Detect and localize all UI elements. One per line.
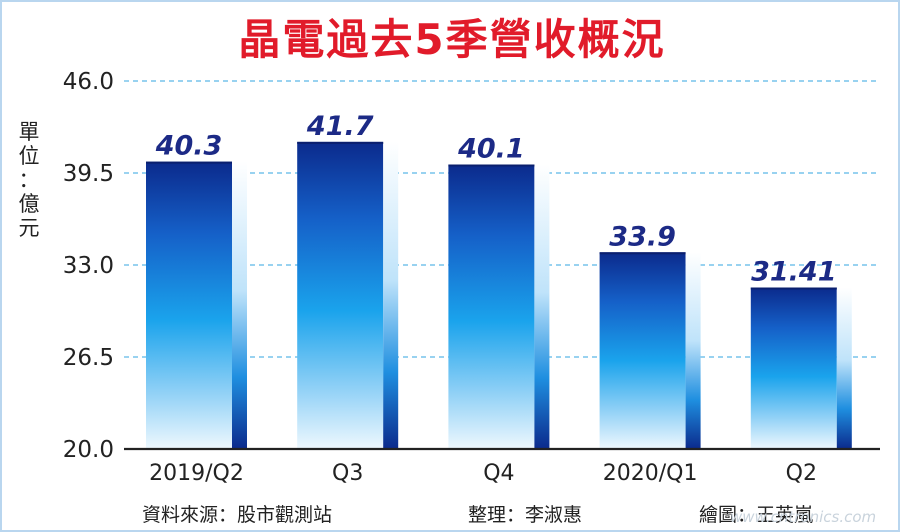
footer-source: 資料來源：股市觀測站 — [142, 504, 333, 526]
bar-side — [383, 141, 399, 449]
unit-char: 億 — [18, 192, 40, 216]
bar — [297, 141, 384, 449]
x-tick-label: Q4 — [483, 461, 514, 486]
chart-title: 晶電過去5季營收概況 — [238, 15, 666, 64]
unit-char: 元 — [18, 216, 40, 240]
y-tick-label: 26.5 — [63, 345, 114, 371]
bar-side — [232, 161, 247, 449]
bar — [146, 161, 232, 449]
bar-side — [534, 164, 550, 449]
footer-editor: 整理：李淑惠 — [468, 504, 583, 526]
bar-side — [836, 287, 852, 449]
unit-char: ： — [18, 168, 40, 192]
bar-value-label: 41.7 — [306, 111, 374, 142]
bar — [599, 252, 686, 449]
x-tick-label: Q3 — [332, 461, 363, 486]
y-tick-label: 39.5 — [63, 161, 114, 187]
bar-side — [685, 252, 701, 449]
bar-value-label: 40.3 — [155, 131, 223, 162]
bar-value-label: 40.1 — [457, 134, 525, 165]
footer-artist: 繪圖：王英嵐 — [699, 504, 814, 526]
y-tick-label: 20.0 — [63, 437, 114, 463]
x-tick-label: 2020/Q1 — [603, 461, 698, 486]
y-tick-label: 46.0 — [63, 69, 114, 95]
bar-value-label: 31.41 — [751, 257, 836, 288]
y-axis-unit-label: 單 位 ： 億 元 — [16, 120, 42, 240]
unit-char: 單 — [18, 120, 40, 144]
x-tick-label: 2019/Q2 — [149, 461, 244, 486]
y-tick-label: 33.0 — [63, 253, 114, 279]
watermark: www.cntronics.com — [730, 508, 877, 526]
x-tick-label: Q2 — [786, 461, 817, 486]
bar — [750, 287, 837, 449]
bar — [448, 164, 535, 449]
unit-char: 位 — [18, 144, 40, 168]
bar-value-label: 33.9 — [609, 221, 676, 252]
